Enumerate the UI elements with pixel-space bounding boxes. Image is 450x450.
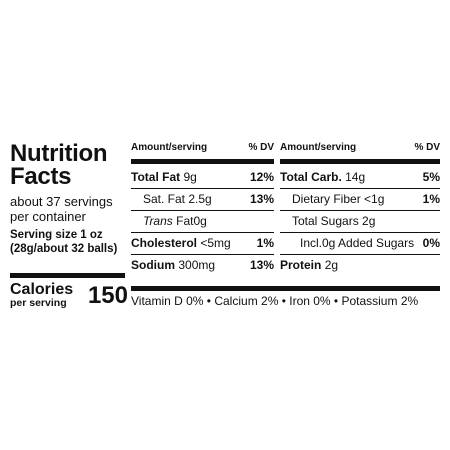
nutrient-row-cholesterol: Cholesterol <5mg 1% (131, 233, 274, 255)
nutrient-row-sodium: Sodium 300mg 13% (131, 255, 274, 276)
nutrient-dv: 12% (249, 170, 274, 184)
nutrient-name: Dietary Fiber (292, 192, 361, 206)
nutrient-dv: 13% (249, 192, 274, 206)
nutrient-name: Sodium (131, 258, 175, 272)
nutrient-row-protein: Protein 2g (280, 255, 440, 276)
column-header: Amount/serving % DV (131, 141, 274, 159)
nutrient-row-total-carb: Total Carb. 14g 5% (280, 167, 440, 189)
nutrient-dv: 1% (256, 236, 274, 250)
nutrient-row-dietary-fiber: Dietary Fiber <1g 1% (280, 189, 440, 211)
nutrient-name: Fat (176, 214, 194, 228)
serving-size-line-1: Serving size 1 oz (10, 229, 103, 241)
calories-rule (10, 273, 125, 278)
nutrient-amount: 0g (193, 214, 207, 228)
calories-per-serving-label: per serving (10, 297, 67, 309)
nutrient-row-sat-fat: Sat. Fat 2.5g 13% (131, 189, 274, 211)
nutrient-dv: 5% (422, 170, 440, 184)
nutrient-name: Total Carb. (280, 170, 342, 184)
nutrient-amount: 14g (345, 170, 366, 184)
nutrient-column-right: Amount/serving % DV Total Carb. 14g 5% D… (280, 141, 440, 276)
nutrient-amount: 2g (324, 258, 339, 272)
label-left-panel: Nutrition Facts about 37 servings per co… (10, 142, 130, 256)
header-rule (131, 159, 274, 164)
nutrient-dv: 1% (422, 192, 440, 206)
nutrient-name: Cholesterol (131, 236, 198, 250)
nutrient-amount: <5mg (200, 236, 231, 250)
nutrient-row-total-sugars: Total Sugars 2g (280, 211, 440, 233)
nutrient-amount: 2g (362, 214, 376, 228)
title-line-2: Facts (10, 163, 72, 190)
nutrient-dv: 0% (422, 236, 440, 250)
calories-label: Calories (10, 281, 74, 298)
nutrient-amount: 2.5g (188, 192, 212, 206)
nutrient-name: Protein (280, 258, 322, 272)
nutrient-row-trans-fat: Trans Fat0g (131, 211, 274, 233)
nutrient-amount: 9g (183, 170, 197, 184)
nutrient-dv: 13% (249, 258, 274, 272)
nutrient-name-italic: Trans (143, 214, 173, 228)
serving-size: Serving size 1 oz (28g/about 32 balls) (10, 228, 130, 256)
vitamins-rule (131, 286, 440, 291)
dv-header: % DV (248, 142, 274, 153)
amount-serving-header: Amount/serving (280, 142, 357, 153)
column-header: Amount/serving % DV (280, 141, 440, 159)
nutrient-row-added-sugars: Incl.0g Added Sugars 0% (280, 233, 440, 255)
nutrient-name: Sat. Fat (143, 192, 186, 206)
title-line-1: Nutrition (10, 140, 108, 167)
header-rule (280, 159, 440, 164)
nutrient-row-total-fat: Total Fat 9g 12% (131, 167, 274, 189)
serving-size-line-2: (28g/about 32 balls) (10, 243, 118, 255)
servings-per-container: about 37 servings per container (10, 194, 113, 224)
amount-serving-header: Amount/serving (131, 142, 208, 153)
nutrient-amount: 300mg (178, 258, 216, 272)
calories-value: 150 (87, 282, 128, 309)
nutrient-amount: <1g (364, 192, 385, 206)
dv-header: % DV (414, 142, 440, 153)
nutrient-name: Total Sugars (292, 214, 359, 228)
nutrient-name: Incl.0g Added Sugars (300, 236, 415, 250)
nutrient-name: Total Fat (131, 170, 181, 184)
calories-block: Calories per serving 150 (10, 282, 128, 310)
label-title: Nutrition Facts (10, 140, 130, 190)
vitamins-minerals-line: Vitamin D 0% • Calcium 2% • Iron 0% • Po… (131, 294, 419, 308)
nutrient-column-left: Amount/serving % DV Total Fat 9g 12% Sat… (131, 141, 274, 276)
